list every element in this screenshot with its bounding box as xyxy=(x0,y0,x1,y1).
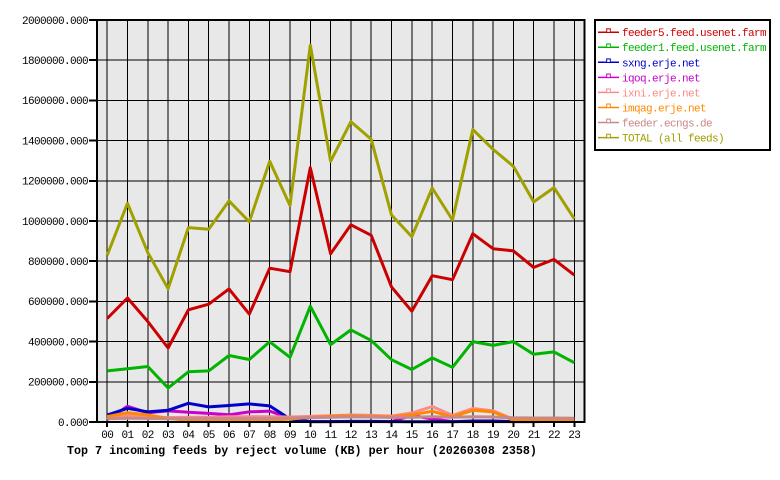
svg-text:03: 03 xyxy=(162,430,174,442)
svg-text:2000000.000: 2000000.000 xyxy=(22,16,88,28)
svg-text:14: 14 xyxy=(385,430,398,442)
svg-text:12: 12 xyxy=(345,430,357,442)
svg-text:21: 21 xyxy=(528,430,541,442)
svg-text:05: 05 xyxy=(203,430,215,442)
svg-text:20: 20 xyxy=(507,430,519,442)
svg-text:01: 01 xyxy=(121,430,134,442)
svg-text:iqoq.erje.net: iqoq.erje.net xyxy=(622,73,700,85)
svg-text:15: 15 xyxy=(406,430,418,442)
svg-text:ixni.erje.net: ixni.erje.net xyxy=(622,88,700,100)
svg-text:imqag.erje.net: imqag.erje.net xyxy=(622,104,706,116)
svg-text:23: 23 xyxy=(568,430,580,442)
svg-text:13: 13 xyxy=(365,430,377,442)
svg-text:1400000.000: 1400000.000 xyxy=(22,136,88,148)
svg-text:1200000.000: 1200000.000 xyxy=(22,177,88,189)
svg-text:04: 04 xyxy=(182,430,195,442)
svg-text:0.000: 0.000 xyxy=(58,418,88,430)
svg-text:18: 18 xyxy=(467,430,479,442)
svg-text:Top 7 incoming feeds by reject: Top 7 incoming feeds by reject volume (K… xyxy=(67,444,537,458)
svg-text:600000.000: 600000.000 xyxy=(28,297,88,309)
svg-text:1800000.000: 1800000.000 xyxy=(22,56,88,68)
svg-text:feeder.ecngs.de: feeder.ecngs.de xyxy=(622,119,712,131)
svg-text:200000.000: 200000.000 xyxy=(28,378,88,390)
svg-text:11: 11 xyxy=(325,430,338,442)
svg-text:feeder5.feed.usenet.farm: feeder5.feed.usenet.farm xyxy=(622,28,767,40)
svg-text:22: 22 xyxy=(548,430,560,442)
svg-text:06: 06 xyxy=(223,430,235,442)
svg-text:10: 10 xyxy=(304,430,316,442)
svg-text:1600000.000: 1600000.000 xyxy=(22,96,88,108)
svg-text:19: 19 xyxy=(487,430,499,442)
svg-text:07: 07 xyxy=(243,430,255,442)
svg-text:16: 16 xyxy=(426,430,438,442)
svg-text:17: 17 xyxy=(446,430,458,442)
svg-text:00: 00 xyxy=(101,430,113,442)
svg-text:800000.000: 800000.000 xyxy=(28,257,88,269)
svg-text:400000.000: 400000.000 xyxy=(28,337,88,349)
svg-text:feeder1.feed.usenet.farm: feeder1.feed.usenet.farm xyxy=(622,43,767,55)
svg-text:1000000.000: 1000000.000 xyxy=(22,217,88,229)
svg-text:sxng.erje.net: sxng.erje.net xyxy=(622,58,700,70)
svg-text:02: 02 xyxy=(142,430,154,442)
svg-text:TOTAL (all feeds): TOTAL (all feeds) xyxy=(622,134,724,146)
svg-text:08: 08 xyxy=(264,430,276,442)
svg-text:09: 09 xyxy=(284,430,296,442)
